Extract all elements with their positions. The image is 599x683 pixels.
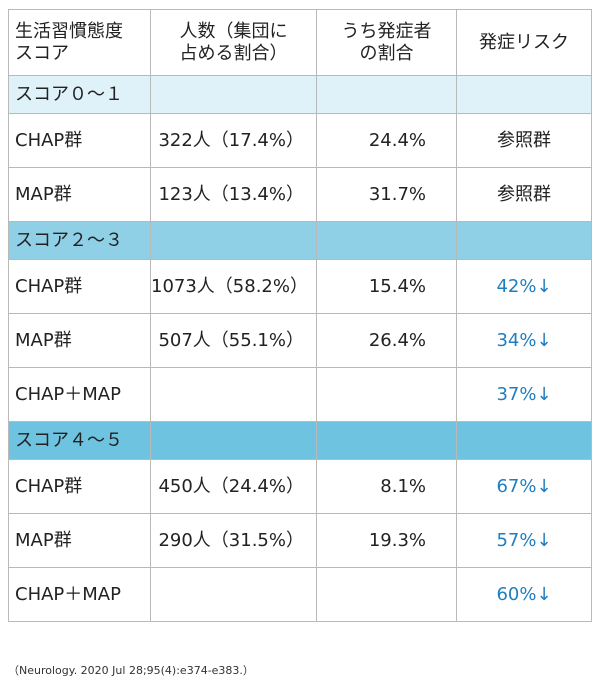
count-cell: 450人（24.4%） <box>150 459 317 514</box>
section-row-score-4-5: スコア４～５ <box>8 421 592 460</box>
section-empty-cell <box>150 75 317 114</box>
header-rate-line1: うち発症者 <box>341 20 432 42</box>
table-row: CHAP＋MAP 60%↓ <box>8 567 592 622</box>
table-header-row: 生活習慣態度 スコア 人数（集団に 占める割合） うち発症者 の割合 発症リスク <box>8 9 592 76</box>
header-rate: うち発症者 の割合 <box>316 9 457 76</box>
section-row-score-2-3: スコア２～３ <box>8 221 592 260</box>
section-empty-cell <box>456 221 592 260</box>
risk-table-container: 生活習慣態度 スコア 人数（集団に 占める割合） うち発症者 の割合 発症リスク… <box>8 9 592 622</box>
rate-cell: 8.1% <box>316 459 457 514</box>
table-row: CHAP＋MAP 37%↓ <box>8 367 592 422</box>
section-empty-cell <box>316 221 457 260</box>
section-label: スコア２～３ <box>8 221 151 260</box>
rate-cell: 31.7% <box>316 167 457 222</box>
group-cell: CHAP＋MAP <box>8 367 151 422</box>
risk-cell: 60%↓ <box>456 567 592 622</box>
group-cell: MAP群 <box>8 167 151 222</box>
citation-footnote: （Neurology. 2020 Jul 28;95(4):e374-e383.… <box>8 664 254 677</box>
header-count-line1: 人数（集団に <box>179 20 288 42</box>
rate-cell: 19.3% <box>316 513 457 568</box>
count-cell: 322人（17.4%） <box>150 113 317 168</box>
count-cell: 123人（13.4%） <box>150 167 317 222</box>
header-count: 人数（集団に 占める割合） <box>150 9 317 76</box>
group-cell: CHAP＋MAP <box>8 567 151 622</box>
count-cell <box>150 567 317 622</box>
header-risk: 発症リスク <box>456 9 592 76</box>
count-cell <box>150 367 317 422</box>
rate-cell: 26.4% <box>316 313 457 368</box>
risk-cell: 参照群 <box>456 113 592 168</box>
header-score-line2: スコア <box>15 42 69 64</box>
header-count-line2: 占める割合） <box>179 42 288 64</box>
section-label: スコア４～５ <box>8 421 151 460</box>
count-cell: 290人（31.5%） <box>150 513 317 568</box>
count-cell: 1073人（58.2%） <box>150 259 317 314</box>
table-row: MAP群 290人（31.5%） 19.3% 57%↓ <box>8 513 592 568</box>
group-cell: MAP群 <box>8 513 151 568</box>
table-row: CHAP群 450人（24.4%） 8.1% 67%↓ <box>8 459 592 514</box>
count-cell: 507人（55.1%） <box>150 313 317 368</box>
section-empty-cell <box>150 221 317 260</box>
table-row: MAP群 123人（13.4%） 31.7% 参照群 <box>8 167 592 222</box>
section-label: スコア０～１ <box>8 75 151 114</box>
section-empty-cell <box>456 421 592 460</box>
header-rate-line2: の割合 <box>359 42 414 64</box>
section-empty-cell <box>456 75 592 114</box>
risk-cell: 37%↓ <box>456 367 592 422</box>
section-empty-cell <box>150 421 317 460</box>
risk-cell: 34%↓ <box>456 313 592 368</box>
header-score-line1: 生活習慣態度 <box>15 20 123 42</box>
group-cell: CHAP群 <box>8 459 151 514</box>
group-cell: CHAP群 <box>8 113 151 168</box>
group-cell: MAP群 <box>8 313 151 368</box>
risk-cell: 42%↓ <box>456 259 592 314</box>
risk-cell: 参照群 <box>456 167 592 222</box>
risk-cell: 57%↓ <box>456 513 592 568</box>
header-score: 生活習慣態度 スコア <box>8 9 151 76</box>
rate-cell <box>316 367 457 422</box>
section-row-score-0-1: スコア０～１ <box>8 75 592 114</box>
rate-cell <box>316 567 457 622</box>
table-row: CHAP群 1073人（58.2%） 15.4% 42%↓ <box>8 259 592 314</box>
group-cell: CHAP群 <box>8 259 151 314</box>
rate-cell: 24.4% <box>316 113 457 168</box>
rate-cell: 15.4% <box>316 259 457 314</box>
risk-table: 生活習慣態度 スコア 人数（集団に 占める割合） うち発症者 の割合 発症リスク… <box>8 9 592 622</box>
section-empty-cell <box>316 421 457 460</box>
table-row: CHAP群 322人（17.4%） 24.4% 参照群 <box>8 113 592 168</box>
risk-cell: 67%↓ <box>456 459 592 514</box>
table-row: MAP群 507人（55.1%） 26.4% 34%↓ <box>8 313 592 368</box>
section-empty-cell <box>316 75 457 114</box>
